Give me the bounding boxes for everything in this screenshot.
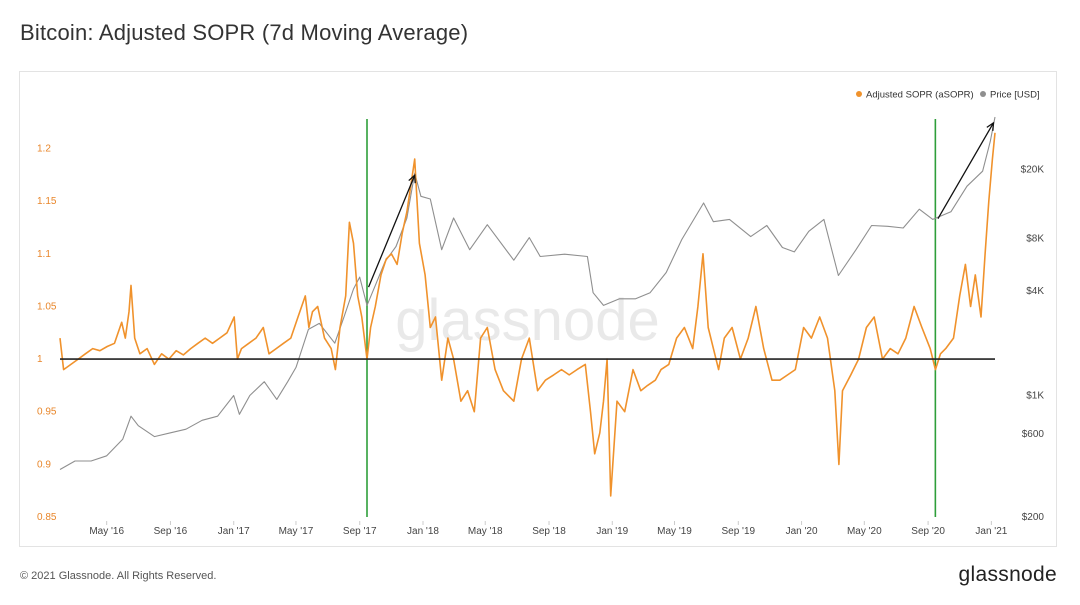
y-right-tick-label: $4K bbox=[1026, 286, 1044, 297]
x-tick-label: Sep '20 bbox=[911, 526, 945, 537]
y-left-tick-label: 0.85 bbox=[37, 512, 57, 523]
y-right-tick-label: $1K bbox=[1026, 390, 1044, 401]
y-left-tick-label: 0.95 bbox=[37, 407, 57, 418]
x-tick-label: Jan '18 bbox=[407, 526, 439, 537]
y-left-tick-label: 0.9 bbox=[37, 459, 51, 470]
x-tick-label: May '18 bbox=[468, 526, 503, 537]
trend-arrow-head bbox=[408, 173, 416, 184]
legend-price-label: Price [USD] bbox=[990, 90, 1040, 101]
y-right-tick-label: $8K bbox=[1026, 234, 1044, 245]
page-title: Bitcoin: Adjusted SOPR (7d Moving Averag… bbox=[20, 20, 469, 45]
price-series-line bbox=[59, 116, 996, 470]
asopr-price-chart: glassnode May '16 Sep '16 Jan '17 May '17 Se… bbox=[37, 90, 1045, 538]
y-right-tick-label: $600 bbox=[1022, 429, 1045, 440]
y-left-tick-label: 1.05 bbox=[37, 301, 57, 312]
x-tick-label: Sep '17 bbox=[343, 526, 377, 537]
x-tick-label: Sep '18 bbox=[532, 526, 566, 537]
x-tick-label: Jan '19 bbox=[596, 526, 628, 537]
x-tick-label: May '17 bbox=[279, 526, 314, 537]
x-tick-label: Sep '19 bbox=[721, 526, 755, 537]
y-left-tick-label: 1.2 bbox=[37, 144, 51, 155]
y-right-tick-label: $20K bbox=[1021, 164, 1045, 175]
trend-arrow-head bbox=[986, 121, 995, 131]
x-tick-label: Jan '20 bbox=[786, 526, 818, 537]
y-left-tick-label: 1.15 bbox=[37, 196, 57, 207]
x-tick-label: Sep '16 bbox=[154, 526, 188, 537]
trend-arrow-line bbox=[367, 174, 416, 288]
copyright-notice: © 2021 Glassnode. All Rights Reserved. bbox=[20, 570, 217, 582]
x-tick-label: May '16 bbox=[89, 526, 124, 537]
x-tick-label: May '20 bbox=[847, 526, 882, 537]
chart-frame: glassnode May '16 Sep '16 Jan '17 May '17 Se… bbox=[19, 71, 1057, 547]
trend-arrow-line bbox=[937, 122, 995, 220]
glassnode-logo[interactable]: glassnode bbox=[958, 563, 1057, 586]
asopr-series-line bbox=[59, 132, 996, 497]
x-tick-label: May '19 bbox=[657, 526, 692, 537]
y-right-tick-label: $200 bbox=[1022, 512, 1045, 523]
y-left-tick-label: 1 bbox=[37, 354, 43, 365]
legend-asopr-swatch bbox=[856, 91, 862, 97]
legend-price-swatch bbox=[980, 91, 986, 97]
y-left-tick-label: 1.1 bbox=[37, 249, 51, 260]
x-tick-label: Jan '17 bbox=[218, 526, 250, 537]
x-tick-label: Jan '21 bbox=[975, 526, 1007, 537]
legend-asopr-label: Adjusted SOPR (aSOPR) bbox=[866, 90, 974, 101]
